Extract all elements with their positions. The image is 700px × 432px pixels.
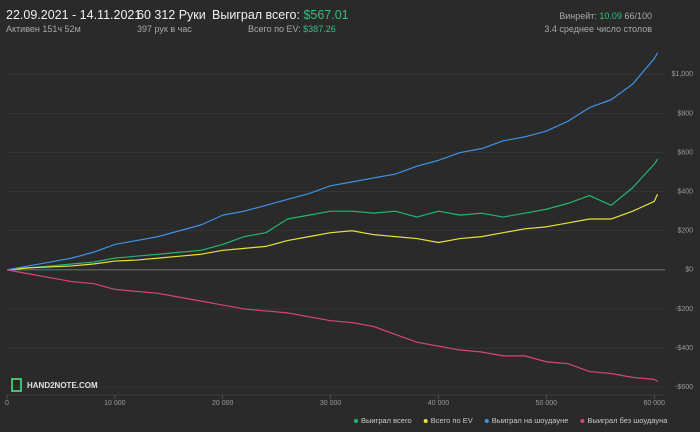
legend-label: Выиграл всего bbox=[361, 416, 412, 425]
hands: 60 312 Руки bbox=[137, 8, 206, 22]
legend-label: Всего по EV bbox=[431, 416, 473, 425]
y-tick-label: $0 bbox=[685, 267, 693, 274]
x-tick-label: 10 000 bbox=[104, 400, 126, 407]
x-tick-label: 40 000 bbox=[428, 400, 450, 407]
series-line bbox=[6, 193, 659, 271]
x-tick-label: 50 000 bbox=[536, 400, 558, 407]
y-tick-label: -$600 bbox=[675, 384, 693, 391]
legend-marker bbox=[580, 419, 585, 423]
legend-marker bbox=[484, 419, 489, 423]
series-line bbox=[6, 52, 659, 271]
y-tick-label: $1,000 bbox=[672, 71, 694, 78]
won-total-value: $567.01 bbox=[303, 8, 349, 22]
ev-value: $387.26 bbox=[303, 24, 336, 34]
winrate: Винрейт: 10.09 66/100 bbox=[559, 11, 652, 21]
y-tick-label: $600 bbox=[677, 149, 693, 156]
winrate-sample: 66/100 bbox=[624, 11, 652, 21]
avg-tables: 3.4 среднее число столов bbox=[544, 24, 652, 34]
legend-label: Выиграл на шоудауне bbox=[492, 416, 569, 425]
x-tick-label: 20 000 bbox=[212, 400, 234, 407]
won-total-label: Выиграл всего: bbox=[212, 8, 300, 22]
ev-total: Всего по EV: $387.26 bbox=[248, 24, 336, 34]
legend: Выиграл всего Всего по EV Выиграл на шоуда… bbox=[354, 416, 668, 425]
x-tick-label: 30 000 bbox=[320, 400, 342, 407]
y-tick-label: $800 bbox=[677, 110, 693, 117]
logo: HAND2NOTE.COM bbox=[27, 381, 98, 390]
series-line bbox=[6, 158, 659, 271]
legend-label: Выиграл без шоудауна bbox=[587, 416, 668, 425]
hands-per-hour: 397 рук в час bbox=[137, 24, 192, 34]
winrate-value: 10.09 bbox=[599, 11, 622, 21]
y-tick-label: $400 bbox=[677, 188, 693, 195]
winrate-label: Винрейт: bbox=[559, 11, 597, 21]
y-tick-label: -$400 bbox=[675, 345, 693, 352]
series-line bbox=[6, 269, 658, 382]
header: 22.09.2021 - 14.11.2021 Активен 151ч 52м… bbox=[0, 0, 700, 40]
y-tick-label: $200 bbox=[677, 228, 693, 235]
legend-marker bbox=[423, 419, 428, 423]
ev-label: Всего по EV: bbox=[248, 24, 301, 34]
y-tick-label: -$200 bbox=[675, 306, 693, 313]
date-range: 22.09.2021 - 14.11.2021 bbox=[6, 8, 142, 22]
legend-marker bbox=[354, 419, 358, 423]
logo-icon bbox=[11, 378, 22, 392]
active-time: Активен 151ч 52м bbox=[6, 24, 81, 34]
x-tick-label: 0 bbox=[5, 400, 9, 407]
x-tick-label: 60 000 bbox=[644, 400, 666, 407]
plot: -$600 -$400 -$200 $0 $200 $400 $600 $800 $1,000 0… bbox=[5, 52, 694, 407]
won-total: Выиграл всего: $567.01 bbox=[212, 8, 349, 22]
